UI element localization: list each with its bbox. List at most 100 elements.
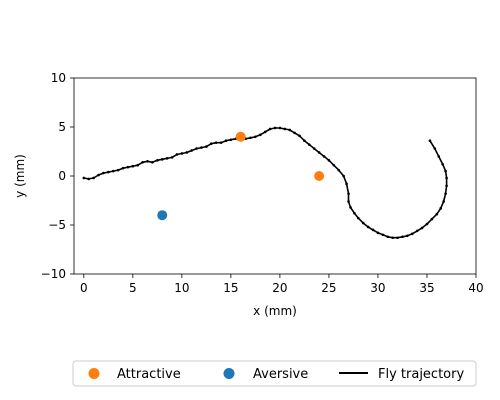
fly-trajectory-point (87, 177, 91, 181)
fly-trajectory-point (312, 147, 316, 150)
y-tick-label: −5 (48, 218, 66, 232)
fly-trajectory-point (151, 160, 154, 164)
x-tick-label: 35 (419, 281, 434, 295)
fly-trajectory-point (391, 236, 394, 240)
fly-trajectory-point (298, 134, 301, 138)
y-axis-label: y (mm) (13, 154, 27, 198)
fly-trajectory-point (107, 170, 110, 174)
fly-trajectory-point (185, 151, 189, 154)
fly-trajectory-point (219, 141, 223, 144)
fly-trajectory-point (317, 151, 321, 154)
fly-trajectory-point (357, 216, 360, 220)
fly-trajectory-point (156, 159, 159, 162)
fly-trajectory-point (229, 138, 233, 142)
fly-trajectory-point (254, 135, 257, 139)
aversive-point (157, 210, 168, 221)
fly-trajectory-point (444, 169, 447, 173)
fly-trajectory-point (200, 146, 203, 149)
fly-trajectory-point (205, 145, 208, 148)
fly-trajectory-point (146, 160, 149, 163)
attractive-point (314, 171, 325, 181)
legend-marker-aversive (223, 368, 235, 379)
fly-trajectory-point (141, 160, 144, 164)
fly-trajectory-point (175, 153, 179, 156)
fly-trajectory-point (131, 164, 135, 168)
fly-trajectory-point (111, 169, 115, 173)
attractive-point (235, 131, 246, 142)
fly-trajectory-point (420, 226, 424, 230)
fly-trajectory-point (435, 212, 439, 216)
fly-trajectory-point (180, 152, 184, 155)
x-tick-label: 25 (321, 281, 336, 295)
fly-trajectory-point (92, 176, 95, 180)
legend-label-fly-trajectory: Fly trajectory (378, 367, 464, 382)
fly-trajectory-point (121, 166, 125, 170)
fly-trajectory-point (425, 222, 429, 226)
legend-marker-attractive (88, 368, 100, 379)
fly-trajectory-point (386, 235, 390, 239)
legend-label-aversive: Aversive (253, 367, 308, 382)
fly-trajectory-point (376, 231, 380, 235)
fly-trajectory-point (337, 168, 341, 172)
fly-trajectory-point (308, 143, 311, 146)
y-tick-label: 0 (58, 169, 66, 183)
fly-trajectory-point (445, 176, 448, 180)
x-tick-label: 5 (129, 281, 137, 295)
legend-frame (72, 360, 477, 387)
fly-trajectory-point (361, 221, 365, 225)
x-tick-label: 15 (223, 281, 238, 295)
fly-trajectory-point (444, 192, 447, 195)
x-axis-label: x (mm) (253, 304, 297, 318)
fly-trajectory-point (415, 229, 419, 233)
fly-trajectory-point (347, 200, 350, 203)
fly-trajectory-point (258, 133, 262, 137)
fly-trajectory-point (126, 165, 130, 169)
fly-trajectory-point (97, 173, 100, 177)
x-axis-ticks: 0 5 10 15 20 25 30 35 40 (80, 274, 484, 295)
fly-trajectory-point (327, 159, 331, 162)
y-tick-label: 10 (51, 71, 66, 85)
fly-trajectory-point (349, 206, 352, 209)
fly-trajectory-point (428, 139, 432, 143)
x-tick-label: 20 (272, 281, 287, 295)
x-tick-label: 40 (468, 281, 483, 295)
fly-trajectory-point (332, 163, 336, 167)
fly-trajectory-point (283, 127, 287, 131)
fly-trajectory-point (406, 234, 409, 238)
legend: Attractive Aversive Fly trajectory (72, 360, 477, 387)
y-tick-label: −10 (41, 267, 66, 281)
fly-trajectory-point (322, 155, 326, 158)
fly-trajectory-point (82, 176, 86, 180)
x-tick-label: 0 (80, 281, 88, 295)
fly-trajectory-point (268, 127, 272, 131)
fly-trajectory-point (371, 228, 375, 232)
fly-trajectory-point (209, 142, 213, 145)
y-axis-ticks: −10 −5 0 5 10 (41, 71, 74, 281)
fly-trajectory-point (381, 233, 385, 237)
fly-trajectory-point (396, 236, 399, 240)
fly-trajectory-point (160, 158, 164, 161)
fly-trajectory-point (116, 168, 120, 172)
series-layer (82, 126, 448, 240)
fly-trajectory-point (278, 126, 282, 130)
fly-trajectory-point (430, 217, 434, 221)
fly-trajectory-point (195, 147, 198, 150)
y-tick-label: 5 (58, 120, 66, 134)
fly-trajectory-point (170, 156, 174, 159)
fly-trajectory-point (437, 155, 441, 158)
fly-trajectory-point (401, 235, 404, 239)
fly-trajectory-point (293, 131, 296, 135)
fly-trajectory-point (102, 171, 105, 175)
fly-trajectory-point (263, 130, 267, 134)
fly-trajectory-point (273, 126, 277, 130)
fly-trajectory-point (410, 232, 414, 236)
fly-trajectory-point (433, 147, 437, 150)
fly-trajectory-point (442, 200, 445, 203)
fly-trajectory-point (345, 182, 348, 186)
fly-trajectory-point (353, 211, 356, 215)
fly-trajectory-point (342, 174, 345, 178)
fly-trajectory-point (347, 192, 350, 195)
fly-trajectory-point (288, 128, 292, 132)
